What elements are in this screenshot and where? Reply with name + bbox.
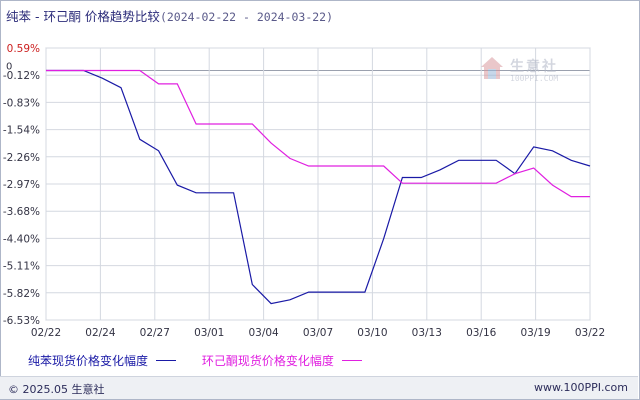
x-tick-label: 03/16: [466, 327, 497, 339]
y-zero-label: 0: [6, 62, 12, 73]
x-tick-label: 02/22: [31, 327, 61, 339]
y-tick-label: -2.26%: [3, 152, 40, 164]
chart-legend: 纯苯现货价格变化幅度 环己酮现货价格变化幅度: [28, 352, 384, 369]
x-tick-label: 03/13: [412, 327, 442, 339]
house-icon: [481, 57, 503, 79]
legend-swatch-benzene: [156, 360, 177, 361]
legend-item-cyclohexanone: 环己酮现货价格变化幅度: [202, 352, 362, 369]
legend-label-benzene: 纯苯现货价格变化幅度: [28, 354, 149, 368]
y-tick-label: -5.82%: [3, 288, 40, 300]
x-tick-label: 03/07: [303, 327, 333, 339]
y-tick-label: -6.53%: [3, 315, 40, 327]
y-tick-label: -0.83%: [3, 97, 40, 109]
footer-site-link[interactable]: www.100PPI.com: [534, 381, 628, 394]
x-tick-label: 03/19: [520, 327, 550, 339]
x-tick-label: 03/22: [575, 327, 605, 339]
y-tick-label: -0.12%: [3, 70, 40, 82]
y-tick-label: -5.11%: [3, 261, 40, 273]
y-tick-label: 0.59%: [7, 43, 40, 55]
y-tick-label: -1.54%: [3, 125, 40, 137]
footer-copyright: © 2025.05 生意社: [8, 383, 105, 396]
legend-item-benzene: 纯苯现货价格变化幅度: [28, 352, 177, 369]
y-tick-label: -4.40%: [3, 233, 40, 245]
chart-title-name: 纯苯 - 环己酮 价格趋势比较: [6, 9, 160, 24]
footer-bar: © 2025.05 生意社 www.100PPI.com: [0, 376, 638, 399]
x-tick-label: 03/10: [357, 327, 387, 339]
chart-title-range: (2024-02-22 - 2024-03-22): [159, 10, 334, 24]
chart-title: 纯苯 - 环己酮 价格趋势比较(2024-02-22 - 2024-03-22): [6, 6, 333, 25]
legend-swatch-cyclohexanone: [341, 360, 362, 361]
x-tick-label: 02/24: [85, 327, 116, 339]
y-tick-label: -3.68%: [3, 206, 40, 218]
x-tick-label: 02/27: [140, 327, 170, 339]
x-tick-label: 03/04: [248, 327, 279, 339]
legend-label-cyclohexanone: 环己酮现货价格变化幅度: [201, 354, 334, 368]
watermark-logo: 生意社 100PPI.COM: [480, 54, 580, 90]
watermark-brand: 生意社: [510, 59, 558, 75]
watermark-site: 100PPI.COM: [510, 74, 559, 83]
y-tick-label: -2.97%: [3, 179, 40, 191]
series-line-benzene: [46, 69, 591, 305]
x-tick-label: 03/01: [194, 327, 224, 339]
series-line-cyclohexanone: [46, 69, 590, 198]
